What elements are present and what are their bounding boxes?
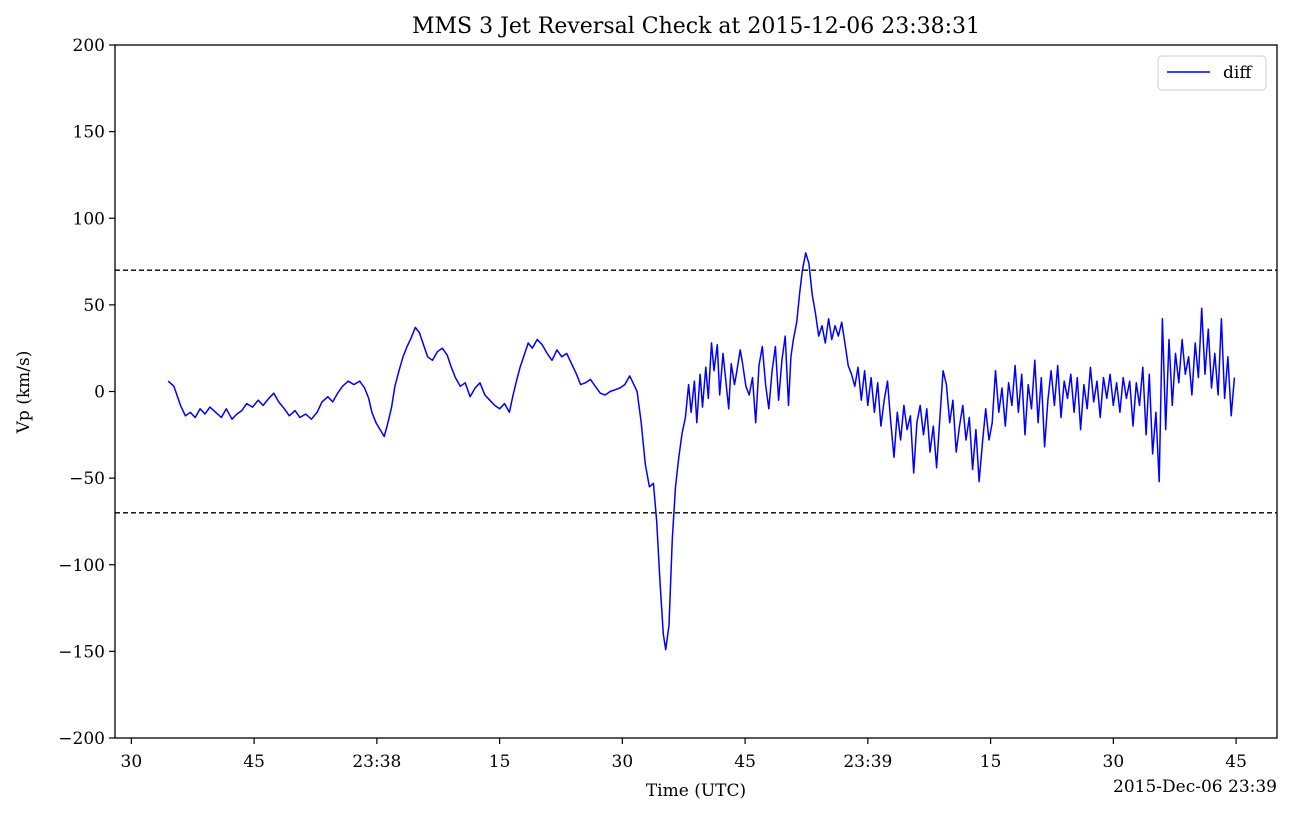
threshold-lines (115, 269, 1277, 514)
y-tick-label: 100 (73, 209, 105, 229)
x-tick-label: 23:38 (352, 752, 401, 772)
y-tick-label: −200 (58, 729, 105, 749)
legend-label: diff (1223, 63, 1253, 83)
y-tick-label: 0 (94, 383, 105, 403)
y-tick-label: −100 (58, 556, 105, 576)
x-tick-label: 30 (612, 752, 634, 772)
y-tick-label: −150 (58, 642, 105, 662)
y-tick-label: 50 (83, 296, 105, 316)
y-axis: 200 150 100 50 0 −50 −100 −150 −200 (58, 36, 115, 749)
x-axis-label: Time (UTC) (646, 781, 746, 801)
y-tick-label: −50 (69, 469, 105, 489)
legend: diff (1157, 55, 1267, 91)
x-tick-label: 23:39 (843, 752, 892, 772)
x-tick-label: 30 (1103, 752, 1125, 772)
x-tick-label: 45 (243, 752, 265, 772)
y-tick-label: 200 (73, 36, 105, 56)
chart-title: MMS 3 Jet Reversal Check at 2015-12-06 2… (412, 14, 980, 39)
y-axis-label: Vp (km/s) (14, 351, 34, 435)
series-layer (167, 252, 1236, 651)
x-axis-offset-label: 2015-Dec-06 23:39 (1113, 777, 1277, 797)
y-tick-label: 150 (73, 123, 105, 143)
x-axis: 30 45 23:38 15 30 45 23:39 15 30 45 (121, 738, 1247, 772)
x-tick-label: 45 (734, 752, 756, 772)
x-tick-label: 15 (980, 752, 1002, 772)
series-line-diff (167, 252, 1236, 651)
x-tick-label: 30 (121, 752, 143, 772)
legend-box (1157, 55, 1267, 91)
x-tick-label: 45 (1225, 752, 1247, 772)
x-tick-label: 15 (489, 752, 511, 772)
